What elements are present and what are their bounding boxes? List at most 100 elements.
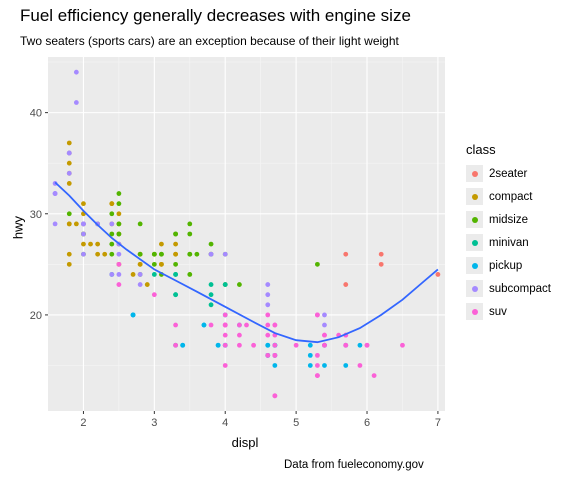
legend-item-minivan: minivan <box>466 231 572 254</box>
legend-label: pickup <box>489 259 523 272</box>
point-compact <box>95 241 101 247</box>
point-midsize <box>109 211 115 217</box>
point-minivan <box>208 292 214 298</box>
point-midsize <box>194 251 200 257</box>
point-suv <box>400 342 405 348</box>
legend-label: subcompact <box>489 282 552 295</box>
point-midsize <box>151 251 157 257</box>
point-compact <box>95 251 101 257</box>
legend-key <box>466 280 483 297</box>
point-minivan <box>208 282 214 287</box>
point-compact <box>137 261 143 267</box>
point-pickup <box>307 352 313 358</box>
point-suv <box>265 322 271 328</box>
x-axis-ticks: 2 3 4 5 6 7 <box>80 411 441 429</box>
point-midsize <box>66 211 72 217</box>
point-suv <box>244 322 249 328</box>
y-tick-label: 40 <box>30 108 42 120</box>
point-minivan <box>208 302 214 308</box>
legend-key <box>466 188 483 205</box>
legend-key <box>466 165 483 182</box>
point-subcompact <box>222 251 228 257</box>
point-compact <box>159 261 164 267</box>
point-compact <box>102 251 108 257</box>
point-pickup <box>201 322 207 328</box>
y-tick-label: 20 <box>30 310 42 322</box>
legend-item-subcompact: subcompact <box>466 277 572 300</box>
point-suv <box>272 342 278 348</box>
point-subcompact <box>116 251 122 257</box>
point-suv <box>322 342 327 348</box>
point-subcompact <box>66 170 72 176</box>
point-pickup <box>322 363 327 368</box>
point-compact <box>66 140 72 146</box>
point-subcompact <box>66 150 72 156</box>
legend-swatch <box>471 170 478 177</box>
x-tick-label: 7 <box>435 417 441 429</box>
point-suv <box>116 282 122 287</box>
point-subcompact <box>322 322 327 328</box>
data-points <box>52 69 441 399</box>
point-suv <box>151 292 157 298</box>
point-midsize <box>173 231 179 237</box>
point-2seater <box>378 251 384 257</box>
point-suv <box>371 373 377 378</box>
legend-label: compact <box>489 190 533 203</box>
point-minivan <box>222 282 228 287</box>
point-suv <box>251 342 256 348</box>
x-tick-label: 4 <box>222 417 228 429</box>
point-suv <box>314 373 320 378</box>
legend-swatch <box>471 285 478 292</box>
point-midsize <box>208 241 214 247</box>
point-midsize <box>137 221 143 227</box>
grid-lines <box>48 57 445 411</box>
point-suv <box>293 342 299 348</box>
point-midsize <box>187 272 193 277</box>
point-compact <box>81 201 86 207</box>
point-suv <box>116 261 122 267</box>
point-midsize <box>151 261 157 267</box>
point-minivan <box>151 272 157 277</box>
point-suv <box>272 393 278 399</box>
point-compact <box>173 251 179 257</box>
y-tick-label: 30 <box>30 209 42 221</box>
point-compact <box>159 241 164 247</box>
legend: 2seater compact midsize minivan pickup subcom… <box>466 162 572 323</box>
point-subcompact <box>81 231 86 237</box>
point-suv <box>357 363 363 368</box>
legend-item-compact: compact <box>466 185 572 208</box>
point-midsize <box>109 231 115 237</box>
point-subcompact <box>322 312 327 318</box>
point-2seater <box>378 261 384 267</box>
point-midsize <box>237 282 242 287</box>
point-compact <box>130 272 136 277</box>
chart-title: Fuel efficiency generally decreases with… <box>20 6 411 25</box>
point-midsize <box>116 231 122 237</box>
point-compact <box>66 261 72 267</box>
point-subcompact <box>81 221 86 227</box>
point-suv <box>314 312 320 318</box>
point-subcompact <box>73 100 79 105</box>
point-pickup <box>307 363 313 368</box>
point-compact <box>66 221 72 227</box>
point-suv <box>222 322 228 328</box>
point-suv <box>265 352 271 358</box>
point-pickup <box>272 363 278 368</box>
point-midsize <box>187 221 193 227</box>
point-suv <box>237 322 242 328</box>
x-axis-label: displ <box>231 435 259 450</box>
point-compact <box>66 251 72 257</box>
legend-swatch <box>471 193 478 200</box>
point-compact <box>66 181 72 186</box>
point-suv <box>364 342 370 348</box>
point-midsize <box>173 261 179 267</box>
point-pickup <box>215 342 221 348</box>
point-suv <box>265 332 271 338</box>
point-subcompact <box>265 282 271 287</box>
legend-label: suv <box>489 305 507 318</box>
point-suv <box>222 312 228 318</box>
point-compact <box>73 221 79 227</box>
x-tick-label: 2 <box>80 417 86 429</box>
point-suv <box>272 322 278 328</box>
